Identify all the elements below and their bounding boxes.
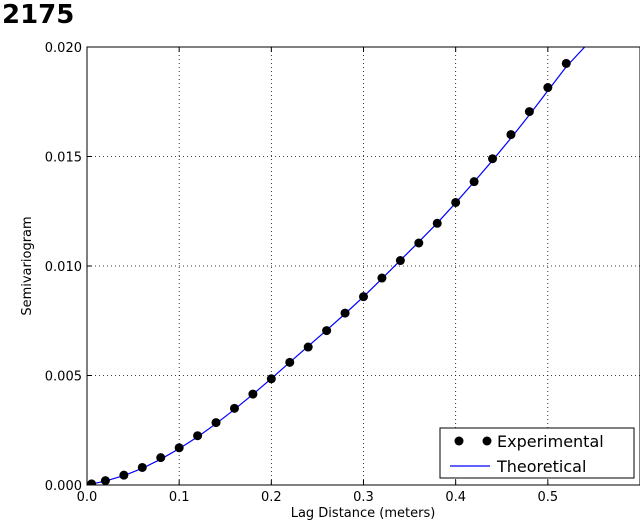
experimental-points-layer (87, 58, 571, 485)
theoretical-line-layer (87, 47, 586, 485)
y-tick-label-1: 0.005 (45, 370, 82, 385)
data-point-experimental-11 (285, 357, 295, 367)
data-point-experimental-26 (561, 58, 571, 68)
data-point-experimental-16 (377, 273, 387, 283)
y-axis-label: Semivariogram (20, 216, 35, 315)
x-tick-label-3: 0.3 (353, 490, 374, 505)
data-point-experimental-19 (432, 218, 442, 228)
data-point-experimental-22 (488, 154, 498, 164)
data-point-experimental-8 (229, 403, 239, 413)
data-point-experimental-20 (451, 197, 461, 207)
x-tick-label-2: 0.2 (261, 490, 282, 505)
grid (87, 47, 640, 485)
data-point-experimental-7 (211, 418, 221, 428)
data-point-experimental-14 (340, 308, 350, 318)
y-tick-label-2: 0.010 (45, 260, 82, 275)
data-point-experimental-4 (156, 453, 166, 463)
x-tick-label-0: 0.0 (77, 490, 98, 505)
y-tick-label-4: 0.020 (45, 41, 82, 56)
y-tick-label-0: 0.000 (45, 479, 82, 494)
data-point-experimental-17 (395, 256, 405, 266)
data-point-experimental-10 (266, 374, 276, 384)
legend-label-theoretical: Theoretical (496, 457, 586, 476)
x-tick-label-4: 0.4 (445, 490, 466, 505)
legend: Experimental Theoretical (439, 427, 635, 479)
data-point-experimental-0 (87, 479, 97, 485)
figure-number: 2175 (2, 0, 75, 30)
legend-label-experimental: Experimental (497, 432, 604, 451)
data-point-experimental-6 (193, 431, 203, 441)
series-line-theoretical (87, 47, 586, 485)
data-point-experimental-18 (414, 238, 424, 248)
data-point-experimental-3 (137, 462, 147, 472)
data-point-experimental-24 (524, 107, 534, 117)
data-point-experimental-5 (174, 443, 184, 453)
data-point-experimental-23 (506, 130, 516, 140)
data-point-experimental-13 (322, 326, 332, 336)
data-point-experimental-25 (543, 83, 553, 93)
data-point-experimental-12 (303, 342, 313, 352)
data-point-experimental-1 (100, 476, 110, 485)
legend-marker-experimental-1 (454, 436, 464, 446)
y-tick-label-3: 0.015 (45, 151, 82, 166)
x-tick-label-1: 0.1 (169, 490, 190, 505)
data-point-experimental-15 (359, 292, 368, 302)
data-point-experimental-21 (469, 177, 479, 187)
data-point-experimental-2 (119, 470, 129, 480)
ticks: 0.0 0.1 0.2 0.3 0.4 0.5 0.000 0.005 0.010 0.015 0.… (45, 41, 558, 505)
x-tick-label-5: 0.5 (537, 490, 558, 505)
x-axis-label: Lag Distance (meters) (291, 506, 436, 521)
data-point-experimental-9 (248, 389, 258, 399)
legend-marker-experimental-2 (482, 436, 492, 446)
legend-box (439, 427, 635, 479)
